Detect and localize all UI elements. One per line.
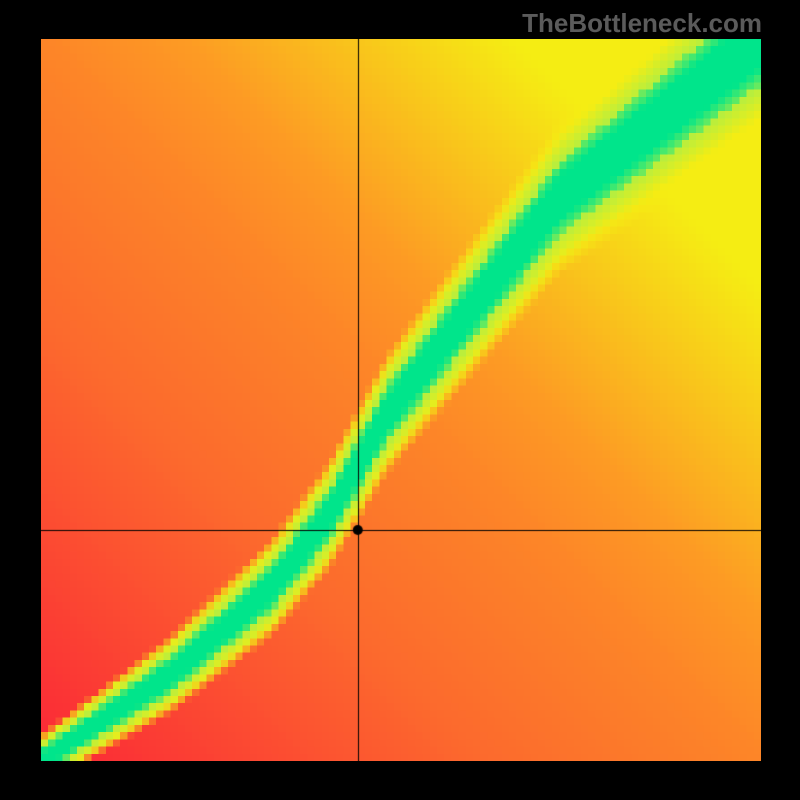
watermark-text: TheBottleneck.com (522, 8, 762, 39)
chart-container: { "canvas": { "total_width": 800, "total… (0, 0, 800, 800)
crosshair-overlay (41, 39, 761, 761)
